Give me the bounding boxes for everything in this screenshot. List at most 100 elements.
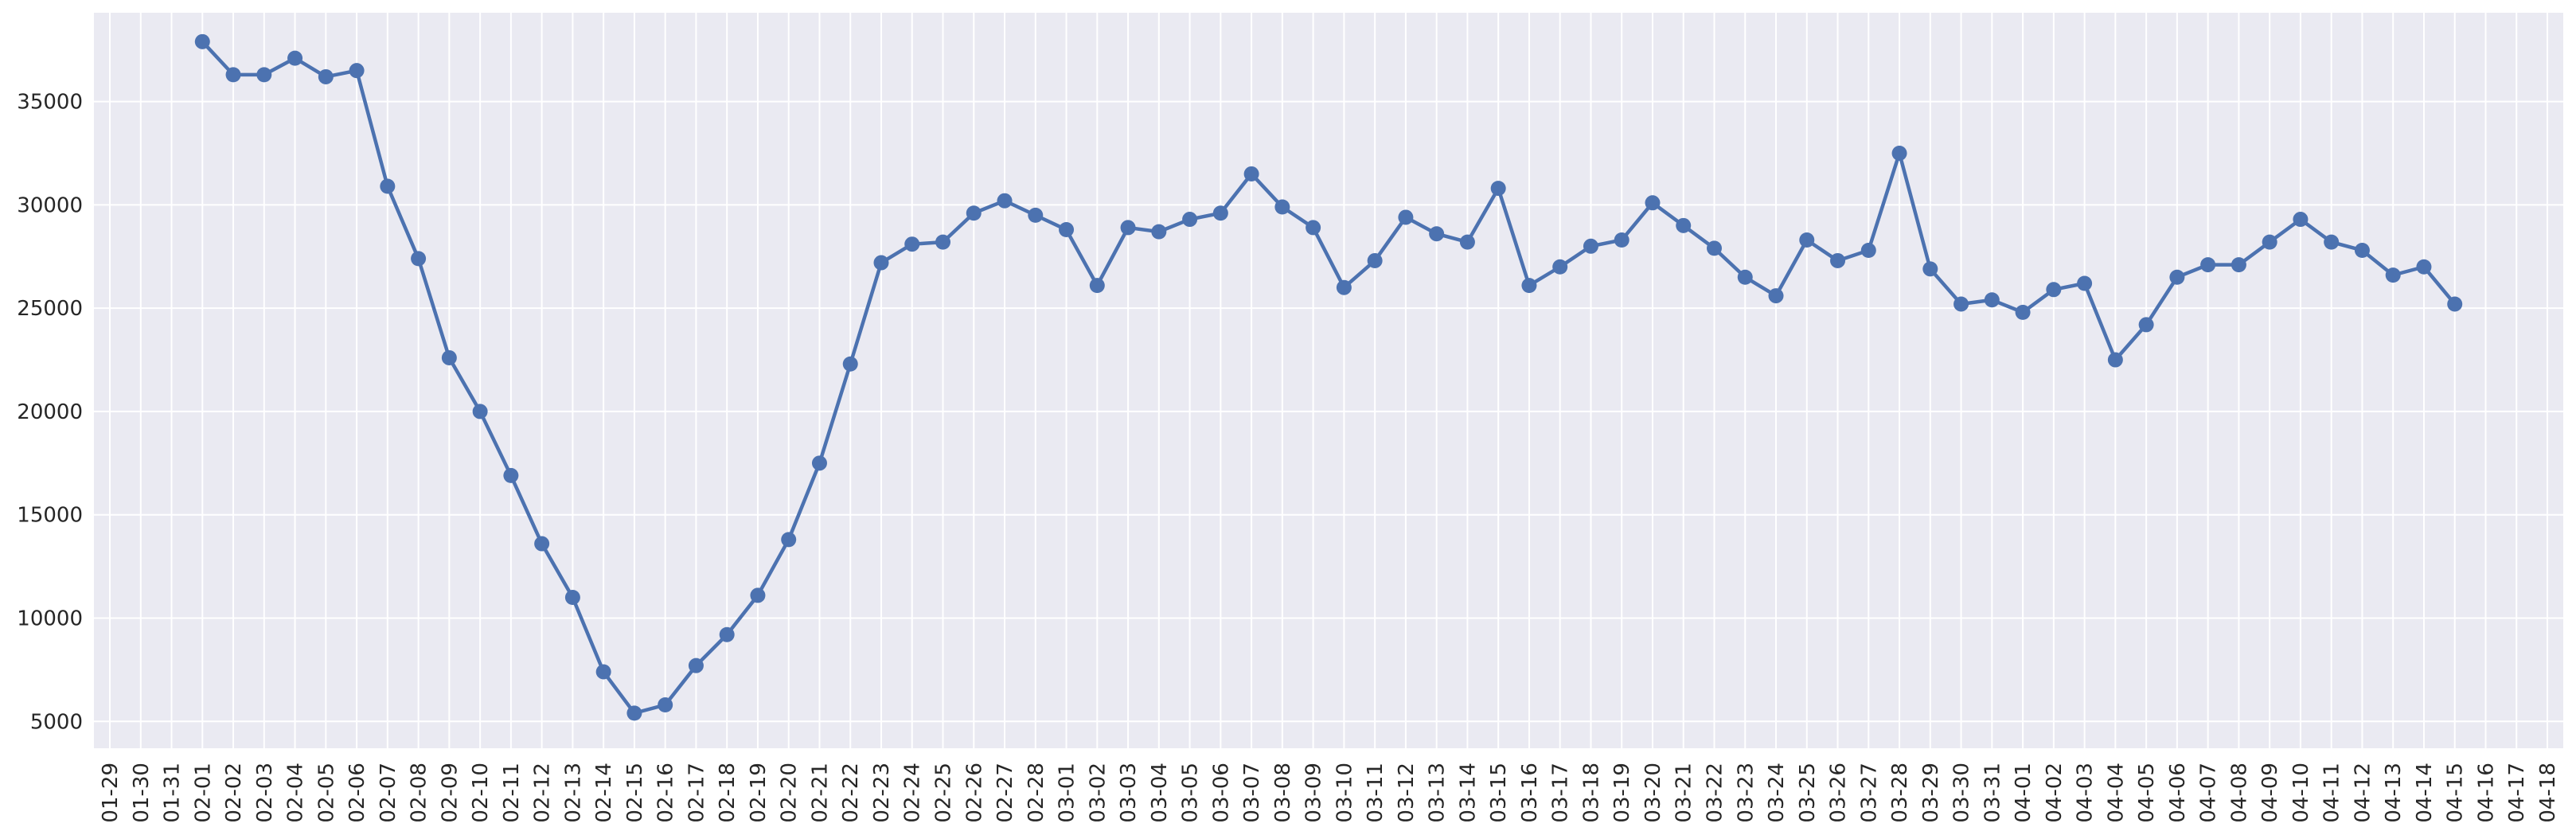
x-tick-label: 03-14	[1456, 763, 1480, 823]
x-tick-label: 02-16	[654, 763, 678, 823]
y-tick-label: 5000	[30, 710, 83, 734]
data-point	[503, 467, 519, 483]
x-tick-label: 03-28	[1888, 763, 1912, 823]
data-point	[935, 234, 951, 250]
x-tick-label: 03-04	[1148, 763, 1172, 823]
x-tick-label: 03-06	[1209, 763, 1233, 823]
data-point	[1860, 242, 1876, 258]
data-point	[1151, 224, 1167, 240]
x-tick-label: 03-23	[1734, 763, 1758, 823]
data-point	[194, 33, 210, 49]
x-tick-label: 04-13	[2382, 763, 2406, 823]
data-point	[750, 587, 766, 603]
x-tick-label: 04-17	[2505, 763, 2529, 823]
data-point	[1922, 261, 1938, 277]
x-tick-label: 02-07	[377, 763, 400, 823]
grid-lines	[94, 13, 2563, 748]
x-tick-label: 03-02	[1086, 763, 1110, 823]
x-tick-label: 03-25	[1796, 763, 1820, 823]
x-tick-label: 03-31	[1981, 763, 2004, 823]
data-point	[1212, 205, 1228, 221]
data-point	[2416, 259, 2432, 275]
data-point	[2046, 282, 2062, 298]
y-tick-label: 15000	[17, 504, 83, 528]
x-tick-label: 03-01	[1056, 763, 1079, 823]
data-point	[1614, 232, 1630, 248]
x-tick-label: 02-27	[993, 763, 1017, 823]
x-tick-label: 02-18	[716, 763, 740, 823]
x-axis-tick-labels: 01-29 01-30 01-31 02-01 02-02 02-03 02-04 02-05…	[99, 763, 2560, 823]
x-tick-label: 04-12	[2351, 763, 2375, 823]
data-point	[349, 63, 365, 79]
data-point	[966, 205, 982, 221]
data-point	[1028, 207, 1044, 223]
data-point	[1799, 232, 1815, 248]
y-tick-label: 10000	[17, 607, 83, 630]
data-point	[2200, 257, 2216, 273]
x-tick-label: 04-07	[2197, 763, 2221, 823]
y-tick-label: 35000	[17, 91, 83, 115]
data-point	[719, 626, 735, 642]
x-tick-label: 04-01	[2012, 763, 2035, 823]
data-point	[1059, 222, 1075, 238]
data-point	[2354, 242, 2370, 258]
x-tick-label: 04-18	[2536, 763, 2560, 823]
x-tick-label: 02-22	[839, 763, 863, 823]
x-tick-label: 03-09	[1302, 763, 1326, 823]
x-tick-label: 04-14	[2413, 763, 2437, 823]
data-point	[472, 404, 488, 420]
x-tick-label: 03-16	[1518, 763, 1542, 823]
x-tick-label: 02-01	[191, 763, 215, 823]
x-tick-label: 02-10	[469, 763, 493, 823]
x-tick-label: 03-18	[1579, 763, 1603, 823]
x-tick-label: 04-10	[2289, 763, 2313, 823]
data-point	[318, 68, 334, 84]
data-point	[1306, 220, 1321, 236]
data-point	[1676, 217, 1692, 233]
x-tick-label: 03-08	[1271, 763, 1295, 823]
data-point	[2447, 296, 2463, 312]
data-points	[194, 33, 2463, 721]
y-tick-label: 25000	[17, 297, 83, 321]
x-tick-label: 02-24	[901, 763, 925, 823]
data-point	[2231, 257, 2246, 273]
data-point	[2015, 304, 2031, 320]
data-point	[1583, 238, 1598, 254]
x-tick-label: 04-06	[2166, 763, 2190, 823]
x-tick-label: 02-04	[284, 763, 308, 823]
x-tick-label: 04-04	[2104, 763, 2128, 823]
data-point	[626, 705, 642, 721]
data-point	[225, 67, 241, 83]
x-tick-label: 04-08	[2227, 763, 2251, 823]
data-point	[658, 697, 673, 712]
x-tick-label: 04-15	[2444, 763, 2468, 823]
x-tick-label: 04-16	[2474, 763, 2498, 823]
data-point	[2385, 267, 2401, 283]
x-tick-label: 02-17	[685, 763, 708, 823]
data-point	[2262, 234, 2277, 250]
data-point	[1429, 226, 1445, 242]
x-tick-label: 03-27	[1857, 763, 1881, 823]
data-point	[2293, 212, 2309, 228]
x-tick-label: 02-23	[870, 763, 894, 823]
x-tick-label: 03-11	[1364, 763, 1388, 823]
data-point	[1768, 288, 1784, 304]
x-tick-label: 02-03	[253, 763, 277, 823]
data-point	[1089, 278, 1105, 294]
data-point	[2138, 317, 2154, 333]
x-tick-label: 04-02	[2043, 763, 2067, 823]
data-point	[1490, 181, 1506, 197]
x-tick-label: 03-19	[1610, 763, 1634, 823]
data-point	[1182, 212, 1198, 228]
data-point	[1830, 252, 1846, 268]
x-tick-label: 03-13	[1426, 763, 1450, 823]
data-point	[904, 236, 920, 252]
data-point	[1645, 195, 1661, 211]
data-point	[781, 532, 797, 548]
x-tick-label: 03-24	[1765, 763, 1789, 823]
data-point	[1274, 199, 1290, 215]
x-tick-label: 02-19	[747, 763, 771, 823]
x-tick-label: 01-31	[161, 763, 185, 823]
data-point	[1552, 259, 1568, 275]
